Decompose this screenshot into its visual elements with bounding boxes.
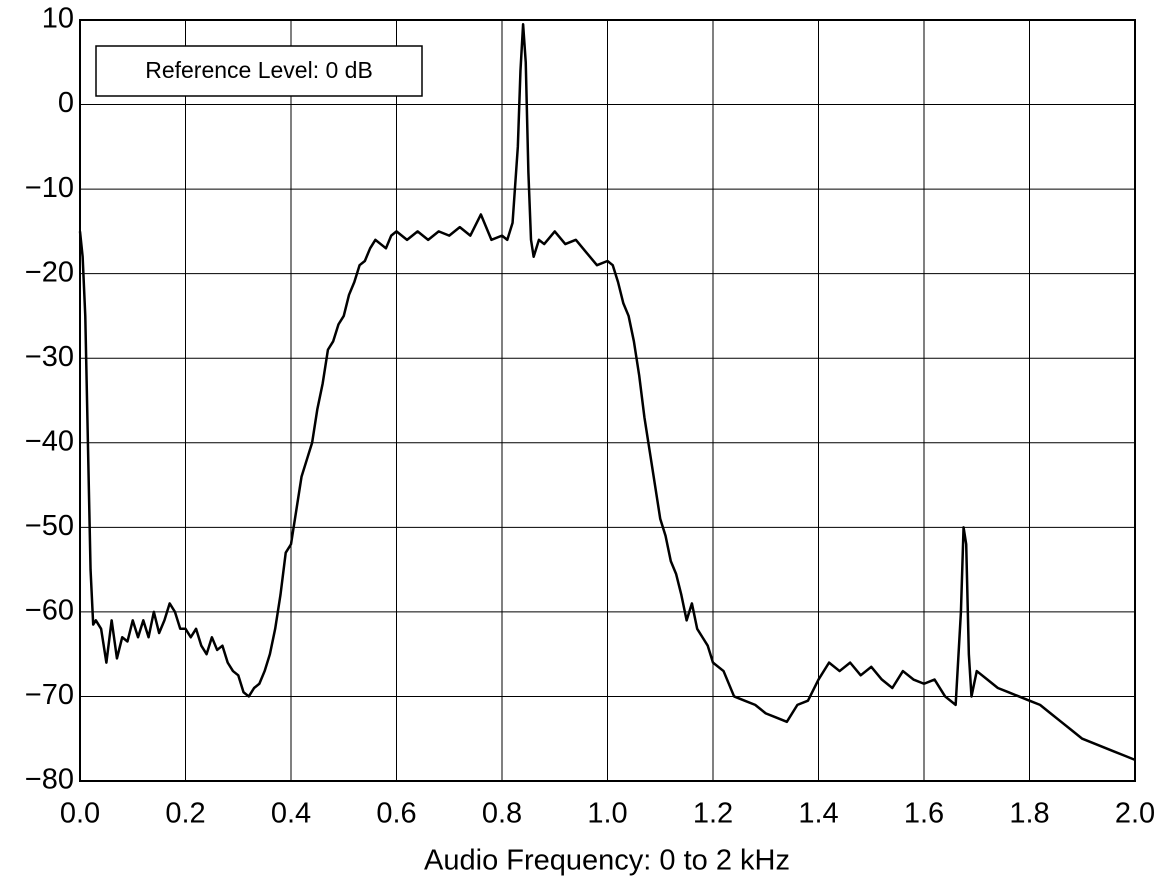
x-tick-label: 1.2 <box>693 798 733 830</box>
x-tick-label: 1.6 <box>904 798 944 830</box>
y-tick-label: −10 <box>25 172 74 204</box>
y-tick-label: −20 <box>25 256 74 288</box>
x-tick-label: 1.4 <box>798 798 838 830</box>
y-tick-label: −30 <box>25 341 74 373</box>
x-tick-label: 2.0 <box>1115 798 1155 830</box>
x-tick-label: 0.8 <box>482 798 522 830</box>
y-tick-label: −80 <box>25 764 74 796</box>
x-tick-label: 0.2 <box>165 798 205 830</box>
y-tick-label: −50 <box>25 510 74 542</box>
spectrum-line <box>78 22 1136 762</box>
annotation-box <box>95 45 423 97</box>
x-tick-label: 0.4 <box>271 798 311 830</box>
x-tick-label: 0.0 <box>60 798 100 830</box>
y-tick-label: −70 <box>25 679 74 711</box>
y-tick-label: −40 <box>25 425 74 457</box>
x-tick-label: 0.6 <box>376 798 416 830</box>
x-tick-label: 1.8 <box>1009 798 1049 830</box>
y-tick-label: −60 <box>25 595 74 627</box>
x-axis-label: Audio Frequency: 0 to 2 kHz <box>424 845 790 877</box>
y-tick-label: 10 <box>42 3 74 35</box>
annotation: Reference Level: 0 dB <box>145 57 373 83</box>
plot-frame <box>79 19 1136 782</box>
x-tick-label: 1.0 <box>587 798 627 830</box>
y-tick-label: 0 <box>58 87 74 119</box>
